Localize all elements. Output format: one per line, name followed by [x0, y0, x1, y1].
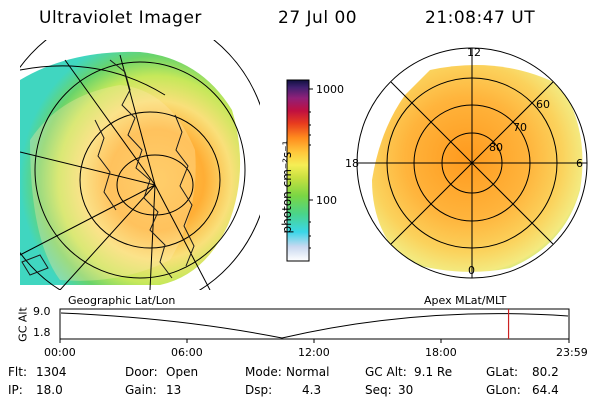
ip-value: 18.0: [36, 383, 63, 397]
mode-value: Normal: [286, 365, 330, 379]
timeline-y-bottom: 1.8: [33, 326, 51, 339]
glon-label: GLon:: [486, 383, 521, 397]
geographic-projection-label: Geographic Lat/Lon: [68, 294, 176, 307]
geographic-aurora-image: [20, 40, 260, 290]
mlt-0-label: 0: [468, 264, 475, 277]
timeline-y-top: 9.0: [33, 305, 51, 318]
mlt-6-label: 6: [576, 157, 583, 170]
door-value: Open: [166, 365, 199, 379]
ip-label: IP:: [8, 383, 23, 397]
colorbar-tick-100: 100: [316, 194, 337, 207]
gain-label: Gain:: [125, 383, 157, 397]
apex-projection-label: Apex MLat/MLT: [424, 294, 507, 307]
gc-alt-label: GC Alt:: [365, 365, 407, 379]
door-label: Door:: [125, 365, 158, 379]
colorbar-ticks: [309, 88, 313, 249]
colorbar-unit-label: photon cm⁻²s⁻¹: [280, 140, 294, 234]
observation-time: 21:08:47 UT: [425, 8, 536, 28]
colorbar: [286, 79, 310, 262]
polar-aurora-image: [356, 47, 588, 279]
dsp-label: Dsp:: [245, 383, 273, 397]
seq-value: 30: [398, 383, 414, 397]
colorbar-tick-1000: 1000: [316, 83, 344, 96]
timeline-tick-1800: 18:00: [425, 346, 457, 359]
glat-value: 80.2: [532, 365, 559, 379]
mlat-60-label: 60: [536, 98, 550, 111]
timeline-tick-1200: 12:00: [298, 346, 330, 359]
mode-label: Mode:: [245, 365, 282, 379]
altitude-timeline: [59, 308, 570, 343]
mlat-80-label: 80: [489, 141, 503, 154]
instrument-title: Ultraviolet Imager: [39, 8, 202, 28]
timeline-axis-label: GC Alt: [16, 307, 30, 342]
observation-date: 27 Jul 00: [278, 8, 358, 28]
timeline-tick-0600: 06:00: [171, 346, 203, 359]
dsp-value: 4.3: [302, 383, 322, 397]
gc-alt-value: 9.1 Re: [414, 365, 453, 379]
flt-label: Flt:: [8, 365, 27, 379]
mlt-12-label: 12: [467, 46, 481, 59]
seq-label: Seq:: [365, 383, 392, 397]
timeline-tick-2359: 23:59: [556, 346, 588, 359]
timeline-tick-0000: 00:00: [44, 346, 76, 359]
flt-value: 1304: [36, 365, 67, 379]
gain-value: 13: [166, 383, 182, 397]
glat-label: GLat:: [486, 365, 519, 379]
mlat-70-label: 70: [513, 121, 527, 134]
mlt-18-label: 18: [345, 157, 359, 170]
glon-value: 64.4: [532, 383, 559, 397]
